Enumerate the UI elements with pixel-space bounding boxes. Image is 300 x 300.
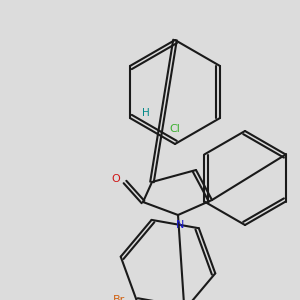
Text: Br: Br bbox=[113, 295, 125, 300]
Text: Cl: Cl bbox=[169, 124, 180, 134]
Text: H: H bbox=[142, 108, 149, 118]
Text: N: N bbox=[176, 220, 184, 230]
Text: O: O bbox=[112, 174, 120, 184]
